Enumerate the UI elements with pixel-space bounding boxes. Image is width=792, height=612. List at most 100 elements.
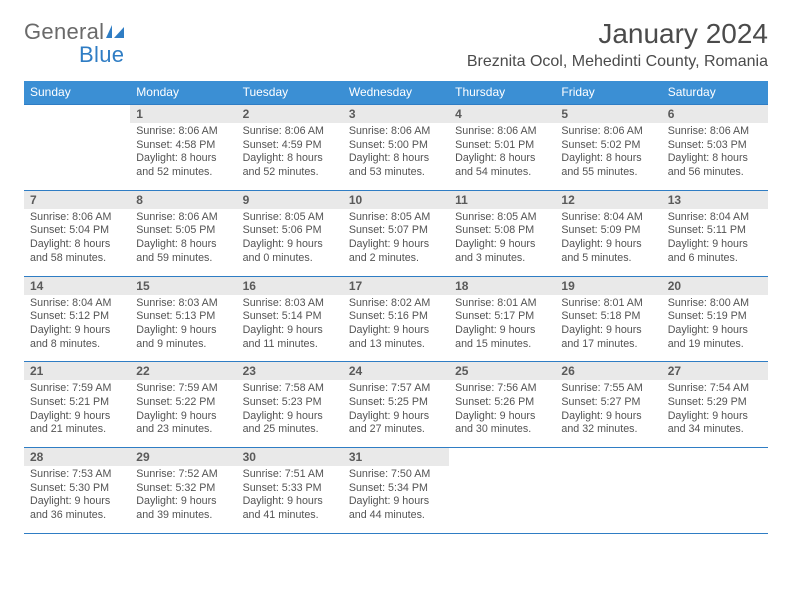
day-body: Sunrise: 8:04 AMSunset: 5:09 PMDaylight:…	[555, 209, 661, 276]
sunset-text: Sunset: 5:04 PM	[30, 224, 124, 238]
day-number: 30	[237, 448, 343, 466]
dayhead-fri: Friday	[555, 81, 661, 105]
daylight-text2: and 27 minutes.	[349, 423, 443, 437]
daylight-text: Daylight: 9 hours	[349, 495, 443, 509]
sunset-text: Sunset: 5:19 PM	[668, 310, 762, 324]
day-cell: 3Sunrise: 8:06 AMSunset: 5:00 PMDaylight…	[343, 105, 449, 191]
day-body: Sunrise: 8:02 AMSunset: 5:16 PMDaylight:…	[343, 295, 449, 362]
daylight-text: Daylight: 9 hours	[349, 238, 443, 252]
sunrise-text: Sunrise: 8:06 AM	[349, 125, 443, 139]
sunset-text: Sunset: 5:27 PM	[561, 396, 655, 410]
day-number: 13	[662, 191, 768, 209]
day-number: 18	[449, 277, 555, 295]
sunset-text: Sunset: 5:25 PM	[349, 396, 443, 410]
sunset-text: Sunset: 5:02 PM	[561, 139, 655, 153]
day-number: 9	[237, 191, 343, 209]
daylight-text: Daylight: 9 hours	[30, 410, 124, 424]
sunrise-text: Sunrise: 8:01 AM	[455, 297, 549, 311]
daylight-text: Daylight: 9 hours	[455, 238, 549, 252]
day-cell	[662, 448, 768, 534]
day-cell: 15Sunrise: 8:03 AMSunset: 5:13 PMDayligh…	[130, 276, 236, 362]
sunset-text: Sunset: 5:03 PM	[668, 139, 762, 153]
day-body: Sunrise: 8:03 AMSunset: 5:14 PMDaylight:…	[237, 295, 343, 362]
daylight-text2: and 13 minutes.	[349, 338, 443, 352]
day-cell: 29Sunrise: 7:52 AMSunset: 5:32 PMDayligh…	[130, 448, 236, 534]
dayhead-tue: Tuesday	[237, 81, 343, 105]
sunrise-text: Sunrise: 8:04 AM	[668, 211, 762, 225]
day-number: 29	[130, 448, 236, 466]
day-number: 19	[555, 277, 661, 295]
day-cell: 19Sunrise: 8:01 AMSunset: 5:18 PMDayligh…	[555, 276, 661, 362]
day-cell: 4Sunrise: 8:06 AMSunset: 5:01 PMDaylight…	[449, 105, 555, 191]
daylight-text2: and 17 minutes.	[561, 338, 655, 352]
daylight-text: Daylight: 9 hours	[668, 324, 762, 338]
day-body: Sunrise: 8:01 AMSunset: 5:18 PMDaylight:…	[555, 295, 661, 362]
daylight-text: Daylight: 9 hours	[455, 324, 549, 338]
day-body: Sunrise: 8:06 AMSunset: 5:02 PMDaylight:…	[555, 123, 661, 190]
daylight-text: Daylight: 9 hours	[243, 410, 337, 424]
day-cell: 23Sunrise: 7:58 AMSunset: 5:23 PMDayligh…	[237, 362, 343, 448]
sunset-text: Sunset: 5:05 PM	[136, 224, 230, 238]
day-number: 6	[662, 105, 768, 123]
daylight-text2: and 53 minutes.	[349, 166, 443, 180]
day-body: Sunrise: 8:05 AMSunset: 5:07 PMDaylight:…	[343, 209, 449, 276]
daylight-text2: and 21 minutes.	[30, 423, 124, 437]
sunrise-text: Sunrise: 8:05 AM	[455, 211, 549, 225]
logo: GeneralGeneBlue	[24, 20, 127, 64]
month-title: January 2024	[467, 18, 768, 50]
day-number: 21	[24, 362, 130, 380]
daylight-text: Daylight: 9 hours	[349, 410, 443, 424]
daylight-text: Daylight: 8 hours	[561, 152, 655, 166]
day-body: Sunrise: 8:03 AMSunset: 5:13 PMDaylight:…	[130, 295, 236, 362]
dayhead-thu: Thursday	[449, 81, 555, 105]
sunrise-text: Sunrise: 7:53 AM	[30, 468, 124, 482]
day-cell	[449, 448, 555, 534]
daylight-text2: and 30 minutes.	[455, 423, 549, 437]
day-body: Sunrise: 8:04 AMSunset: 5:12 PMDaylight:…	[24, 295, 130, 362]
day-cell: 2Sunrise: 8:06 AMSunset: 4:59 PMDaylight…	[237, 105, 343, 191]
sunrise-text: Sunrise: 7:57 AM	[349, 382, 443, 396]
day-body: Sunrise: 8:01 AMSunset: 5:17 PMDaylight:…	[449, 295, 555, 362]
day-number: 31	[343, 448, 449, 466]
sunset-text: Sunset: 5:13 PM	[136, 310, 230, 324]
day-body	[555, 466, 661, 526]
day-body: Sunrise: 8:06 AMSunset: 5:00 PMDaylight:…	[343, 123, 449, 190]
day-body: Sunrise: 7:52 AMSunset: 5:32 PMDaylight:…	[130, 466, 236, 533]
sunset-text: Sunset: 5:12 PM	[30, 310, 124, 324]
sunrise-text: Sunrise: 7:59 AM	[30, 382, 124, 396]
day-body: Sunrise: 7:50 AMSunset: 5:34 PMDaylight:…	[343, 466, 449, 533]
sunset-text: Sunset: 5:30 PM	[30, 482, 124, 496]
day-number: 1	[130, 105, 236, 123]
day-cell: 1Sunrise: 8:06 AMSunset: 4:58 PMDaylight…	[130, 105, 236, 191]
day-cell	[24, 105, 130, 191]
sunset-text: Sunset: 5:01 PM	[455, 139, 549, 153]
daylight-text: Daylight: 9 hours	[668, 410, 762, 424]
day-body: Sunrise: 7:59 AMSunset: 5:22 PMDaylight:…	[130, 380, 236, 447]
day-number: 5	[555, 105, 661, 123]
sunrise-text: Sunrise: 8:05 AM	[349, 211, 443, 225]
day-number: 16	[237, 277, 343, 295]
day-cell: 30Sunrise: 7:51 AMSunset: 5:33 PMDayligh…	[237, 448, 343, 534]
day-number: 17	[343, 277, 449, 295]
daylight-text2: and 41 minutes.	[243, 509, 337, 523]
sunrise-text: Sunrise: 8:05 AM	[243, 211, 337, 225]
sunset-text: Sunset: 5:17 PM	[455, 310, 549, 324]
day-number: 14	[24, 277, 130, 295]
day-cell: 5Sunrise: 8:06 AMSunset: 5:02 PMDaylight…	[555, 105, 661, 191]
daylight-text: Daylight: 9 hours	[243, 238, 337, 252]
location: Breznita Ocol, Mehedinti County, Romania	[467, 53, 768, 71]
title-block: January 2024 Breznita Ocol, Mehedinti Co…	[467, 18, 768, 71]
day-number: 10	[343, 191, 449, 209]
day-cell: 17Sunrise: 8:02 AMSunset: 5:16 PMDayligh…	[343, 276, 449, 362]
logo-word2: Blue	[79, 42, 124, 67]
daylight-text2: and 44 minutes.	[349, 509, 443, 523]
day-number: 26	[555, 362, 661, 380]
day-cell: 7Sunrise: 8:06 AMSunset: 5:04 PMDaylight…	[24, 190, 130, 276]
daylight-text2: and 25 minutes.	[243, 423, 337, 437]
daylight-text: Daylight: 8 hours	[30, 238, 124, 252]
day-body: Sunrise: 8:06 AMSunset: 5:04 PMDaylight:…	[24, 209, 130, 276]
day-cell: 31Sunrise: 7:50 AMSunset: 5:34 PMDayligh…	[343, 448, 449, 534]
sunset-text: Sunset: 5:23 PM	[243, 396, 337, 410]
day-body: Sunrise: 7:58 AMSunset: 5:23 PMDaylight:…	[237, 380, 343, 447]
day-cell: 10Sunrise: 8:05 AMSunset: 5:07 PMDayligh…	[343, 190, 449, 276]
